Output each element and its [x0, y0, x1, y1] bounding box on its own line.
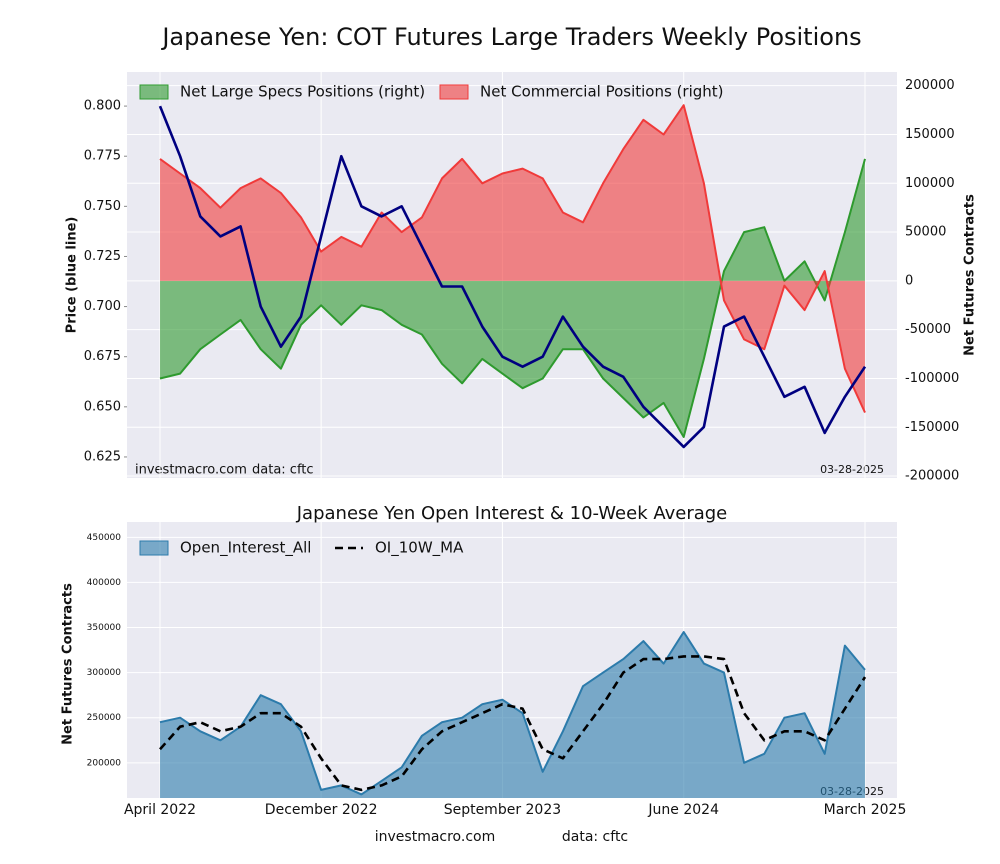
x-tick-label: June 2024	[647, 802, 719, 818]
y2-tick-label: 0	[905, 273, 913, 288]
watermark: investmacro.com	[135, 463, 247, 478]
legend-swatch	[139, 540, 169, 556]
y2-tick-label: -200000	[905, 469, 959, 484]
line	[158, 105, 867, 449]
legend-label: Net Commercial Positions (right)	[480, 83, 724, 101]
y2-tick-label: 50000	[905, 225, 946, 240]
legend-label: Open_Interest_All	[180, 539, 311, 558]
x-tick-label: September 2023	[444, 802, 561, 818]
legend-label: Net Large Specs Positions (right)	[180, 83, 425, 101]
footer-site: investmacro.com	[375, 829, 495, 845]
date-note: 03-28-2025	[820, 463, 884, 476]
area-line	[159, 104, 866, 414]
y-tick-label: 0.700	[84, 299, 121, 314]
y-axis-label: Price (blue line)	[65, 217, 80, 334]
y-tick-label: 0.725	[84, 249, 121, 264]
footer-source: data: cftc	[562, 829, 628, 845]
legend-swatch	[139, 84, 169, 100]
area-fill	[160, 632, 865, 798]
y-tick-label: 0.750	[84, 199, 121, 214]
y-tick-label: 300000	[87, 668, 122, 678]
y-tick-label: 0.650	[84, 399, 121, 414]
y-tick-label: 0.625	[84, 449, 121, 464]
area-fill	[160, 158, 865, 437]
y2-tick-label: -150000	[905, 420, 959, 435]
y-tick-label: 0.775	[84, 149, 121, 164]
x-tick-label: April 2022	[124, 802, 196, 818]
y2-tick-label: 150000	[905, 127, 955, 142]
y-tick-label: 400000	[87, 578, 122, 588]
y-tick-label: 250000	[87, 713, 122, 723]
y-tick-label: 450000	[87, 533, 122, 543]
chart-title: Japanese Yen: COT Futures Large Traders …	[160, 23, 861, 51]
y-tick-label: 0.800	[84, 99, 121, 114]
y-tick-label: 350000	[87, 623, 122, 633]
x-tick-label: December 2022	[265, 802, 378, 818]
area-fill	[160, 105, 865, 413]
y2-tick-label: -100000	[905, 371, 959, 386]
source-note: data: cftc	[252, 463, 314, 478]
y2-axis-label: Net Futures Contracts	[963, 194, 978, 356]
x-tick-label: March 2025	[824, 802, 907, 818]
area-line	[159, 158, 866, 438]
legend-swatch	[439, 84, 469, 100]
y-tick-label: 200000	[87, 758, 122, 768]
y-axis-label: Net Futures Contracts	[61, 583, 76, 745]
y-tick-label: 0.675	[84, 349, 121, 364]
y2-tick-label: 200000	[905, 78, 955, 93]
y2-tick-label: -50000	[905, 322, 951, 337]
legend-label: OI_10W_MA	[375, 539, 464, 558]
y2-tick-label: 100000	[905, 176, 955, 191]
line	[159, 655, 867, 792]
chart-title: Japanese Yen Open Interest & 10-Week Ave…	[296, 503, 728, 524]
